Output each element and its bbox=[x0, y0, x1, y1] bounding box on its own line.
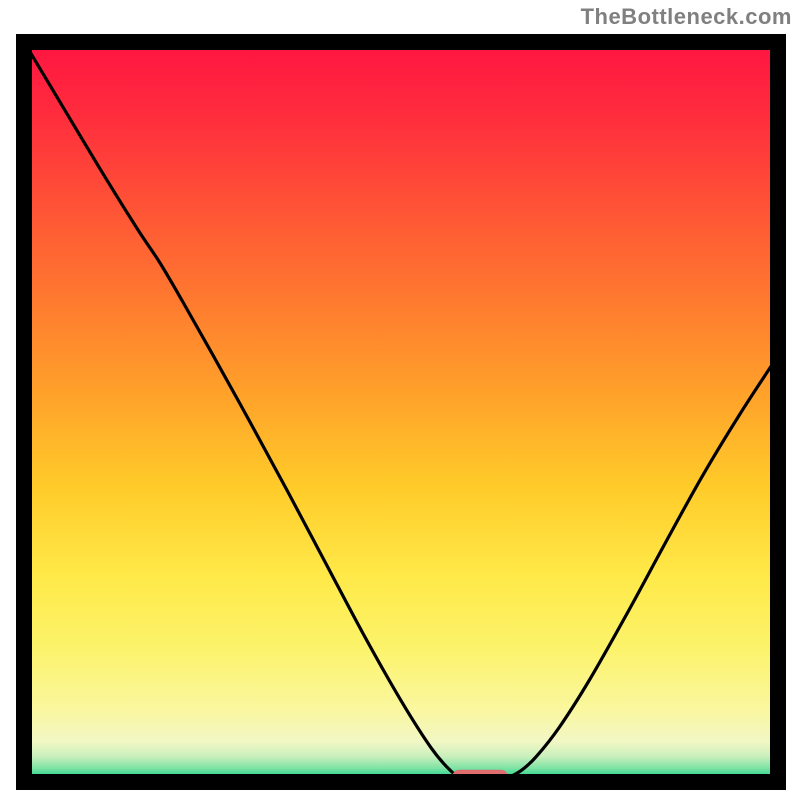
gradient-background bbox=[24, 42, 778, 782]
bottleneck-chart bbox=[0, 0, 800, 800]
watermark-text: TheBottleneck.com bbox=[581, 4, 792, 30]
chart-container: TheBottleneck.com bbox=[0, 0, 800, 800]
